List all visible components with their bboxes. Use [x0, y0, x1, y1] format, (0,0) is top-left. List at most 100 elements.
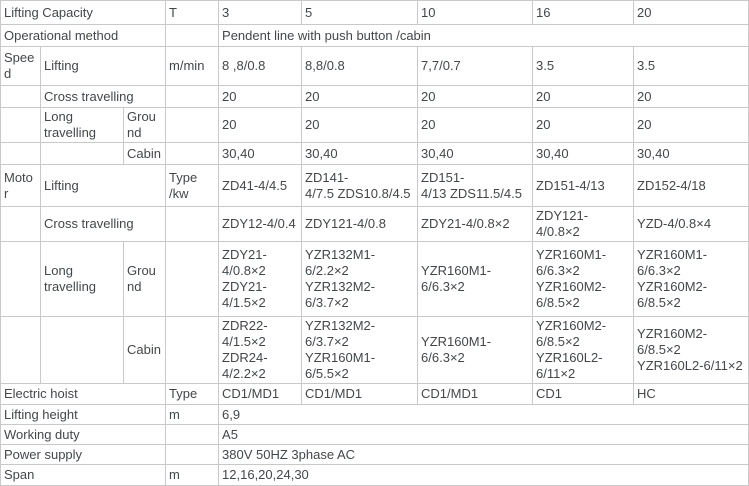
cell-speed-cross-travelling-1: Cross travelling — [39, 85, 167, 108]
cell-speed-long-travelling-ground-8: 20 — [633, 107, 749, 143]
table-row-speed-cross-travelling: Cross travelling 20 20 20 20 20 — [0, 85, 749, 108]
cell-motor-long-travelling-cabin-0 — [0, 316, 41, 384]
cell-speed-long-travelling-ground-3 — [165, 107, 220, 143]
cell-motor-cross-travelling-3: ZDY12-4/0.4 — [218, 206, 303, 242]
cell-operational-method-1 — [165, 24, 220, 47]
cell-motor-lifting-4: ZD141- 4/7.5 ZDS10.8/4.5 — [301, 164, 419, 207]
cell-speed-lifting-3: 8 ,8/0.8 — [218, 46, 303, 86]
cell-motor-lifting-5: ZD151- 4/13 ZDS11.5/4.5 — [417, 164, 534, 207]
cell-lifting-capacity-4: 10 — [417, 0, 534, 25]
cell-motor-lifting-0: Motor — [0, 164, 41, 207]
cell-speed-long-travelling-cabin-2: Cabin — [122, 142, 167, 165]
cell-motor-long-travelling-cabin-1 — [40, 316, 124, 384]
cell-power-supply-0: Power supply — [0, 444, 167, 465]
table-row-operational-method: Operational method Pendent line with push… — [0, 24, 749, 47]
cell-motor-cross-travelling-6: ZDY121-4/0.8×2 — [532, 206, 635, 242]
cell-motor-cross-travelling-4: ZDY121-4/0.8 — [301, 206, 419, 242]
table-row-motor-lifting: Motor Lifting Type /kw ZD41-4/4.5 ZD141- 4/7… — [0, 164, 749, 207]
cell-lifting-height-1: m — [165, 404, 220, 425]
cell-lifting-capacity-1: T — [165, 0, 220, 25]
table-row-motor-long-travelling-cabin: Cabin ZDR22- 4/1.5×2 ZDR24- 4/2.2×2 YZR132… — [0, 316, 749, 384]
cell-span-0: Span — [0, 464, 167, 486]
cell-motor-long-travelling-ground-6: YZR160M1-6/6.3×2 — [417, 241, 534, 317]
cell-speed-long-travelling-ground-5: 20 — [301, 107, 419, 143]
cell-motor-long-travelling-cabin-2: Cabin — [122, 316, 167, 384]
cell-motor-long-travelling-cabin-5: YZR132M2-6/3.7×2 YZR160M1-6/5.5×2 — [301, 316, 419, 384]
cell-motor-long-travelling-ground-1: Long travelling — [40, 241, 124, 317]
cell-speed-long-travelling-ground-1: Long travelling — [40, 107, 124, 143]
cell-motor-long-travelling-ground-5: YZR132M1-6/2.2×2 YZR132M2-6/3.7×2 — [301, 241, 419, 317]
cell-motor-lifting-2: Type /kw — [165, 164, 220, 207]
table-row-motor-cross-travelling: Cross travelling ZDY12-4/0.4 ZDY121-4/0.8 Z… — [0, 206, 749, 242]
cell-speed-long-travelling-cabin-1 — [40, 142, 124, 165]
cell-electric-hoist-4: CD1/MD1 — [417, 383, 534, 405]
cell-operational-method-0: Operational method — [0, 24, 167, 47]
table-row-lifting-capacity: Lifting Capacity T 3 5 10 16 20 — [0, 0, 749, 25]
cell-motor-long-travelling-cabin-3 — [165, 316, 220, 384]
cell-lifting-capacity-3: 5 — [301, 0, 419, 25]
cell-working-duty-2: A5 — [218, 424, 749, 445]
cell-span-1: m — [165, 464, 220, 486]
cell-speed-cross-travelling-7: 20 — [633, 85, 749, 108]
cell-motor-long-travelling-ground-7: YZR160M1- 6/6.3×2 YZR160M2- 6/8.5×2 — [532, 241, 635, 317]
cell-speed-long-travelling-cabin-4: 30,40 — [218, 142, 303, 165]
cell-speed-lifting-4: 8,8/0.8 — [301, 46, 419, 86]
cell-motor-long-travelling-cabin-4: ZDR22- 4/1.5×2 ZDR24- 4/2.2×2 — [218, 316, 303, 384]
table-row-speed-long-travelling-cabin: Cabin 30,40 30,40 30,40 30,40 30,40 — [0, 142, 749, 165]
cell-motor-long-travelling-cabin-8: YZR160M2- 6/8.5×2 YZR160L2-6/11×2 — [633, 316, 749, 384]
cell-motor-cross-travelling-2 — [165, 206, 220, 242]
cell-motor-lifting-6: ZD151-4/13 — [532, 164, 635, 207]
cell-speed-long-travelling-cabin-0 — [0, 142, 41, 165]
cell-speed-lifting-1: Lifting — [39, 46, 167, 86]
cell-speed-lifting-7: 3.5 — [633, 46, 749, 86]
table-row-power-supply: Power supply 380V 50HZ 3phase AC — [0, 444, 749, 465]
cell-lifting-capacity-0: Lifting Capacity — [0, 0, 167, 25]
cell-motor-long-travelling-cabin-7: YZR160M2- 6/8.5×2 YZR160L2-6/11×2 — [532, 316, 635, 384]
table-row-working-duty: Working duty A5 — [0, 424, 749, 445]
cell-motor-lifting-7: ZD152-4/18 — [633, 164, 749, 207]
cell-electric-hoist-5: CD1 — [532, 383, 635, 405]
cell-motor-cross-travelling-5: ZDY21-4/0.8×2 — [417, 206, 534, 242]
cell-motor-long-travelling-cabin-6: YZR160M1-6/6.3×2 — [417, 316, 534, 384]
cell-electric-hoist-3: CD1/MD1 — [301, 383, 419, 405]
cell-speed-long-travelling-ground-7: 20 — [532, 107, 635, 143]
cell-speed-lifting-6: 3.5 — [532, 46, 635, 86]
cell-speed-cross-travelling-4: 20 — [301, 85, 419, 108]
cell-electric-hoist-6: HC — [633, 383, 749, 405]
cell-lifting-capacity-5: 16 — [532, 0, 635, 25]
cell-power-supply-2: 380V 50HZ 3phase AC — [218, 444, 749, 465]
cell-speed-lifting-0: Speed — [0, 46, 41, 86]
cell-span-2: 12,16,20,24,30 — [218, 464, 749, 486]
table-row-speed-long-travelling-ground: Long travelling Ground 20 20 20 20 20 — [0, 107, 749, 143]
cell-motor-long-travelling-ground-3 — [165, 241, 220, 317]
table-row-motor-long-travelling-ground: Long travelling Ground ZDY21- 4/0.8×2 ZDY2… — [0, 241, 749, 317]
cell-speed-cross-travelling-5: 20 — [417, 85, 534, 108]
cell-working-duty-1 — [165, 424, 220, 445]
cell-electric-hoist-0: Electric hoist — [0, 383, 167, 405]
cell-working-duty-0: Working duty — [0, 424, 167, 445]
cell-motor-long-travelling-ground-8: YZR160M1- 6/6.3×2 YZR160M2- 6/8.5×2 — [633, 241, 749, 317]
cell-speed-long-travelling-cabin-7: 30,40 — [532, 142, 635, 165]
table-row-span: Span m 12,16,20,24,30 — [0, 464, 749, 486]
cell-speed-long-travelling-ground-6: 20 — [417, 107, 534, 143]
cell-lifting-height-2: 6,9 — [218, 404, 749, 425]
cell-motor-long-travelling-ground-0 — [0, 241, 41, 317]
cell-speed-cross-travelling-3: 20 — [218, 85, 303, 108]
table-row-electric-hoist: Electric hoist Type CD1/MD1 CD1/MD1 CD1/MD1 C… — [0, 383, 749, 405]
cell-speed-cross-travelling-6: 20 — [532, 85, 635, 108]
cell-motor-cross-travelling-1: Cross travelling — [39, 206, 167, 242]
cell-speed-long-travelling-cabin-6: 30,40 — [417, 142, 534, 165]
cell-speed-lifting-5: 7,7/0.7 — [417, 46, 534, 86]
cell-electric-hoist-1: Type — [165, 383, 220, 405]
cell-lifting-capacity-2: 3 — [218, 0, 303, 25]
cell-speed-cross-travelling-2 — [165, 85, 220, 108]
table-row-speed-lifting: Speed Lifting m/min 8 ,8/0.8 8,8/0.8 7,7/0.7 3… — [0, 46, 749, 86]
cell-motor-cross-travelling-0 — [0, 206, 41, 242]
cell-power-supply-1 — [165, 444, 220, 465]
cell-speed-long-travelling-cabin-5: 30,40 — [301, 142, 419, 165]
cell-speed-long-travelling-cabin-3 — [165, 142, 220, 165]
cell-lifting-capacity-6: 20 — [633, 0, 749, 25]
cell-operational-method-2: Pendent line with push button /cabin — [218, 24, 749, 47]
